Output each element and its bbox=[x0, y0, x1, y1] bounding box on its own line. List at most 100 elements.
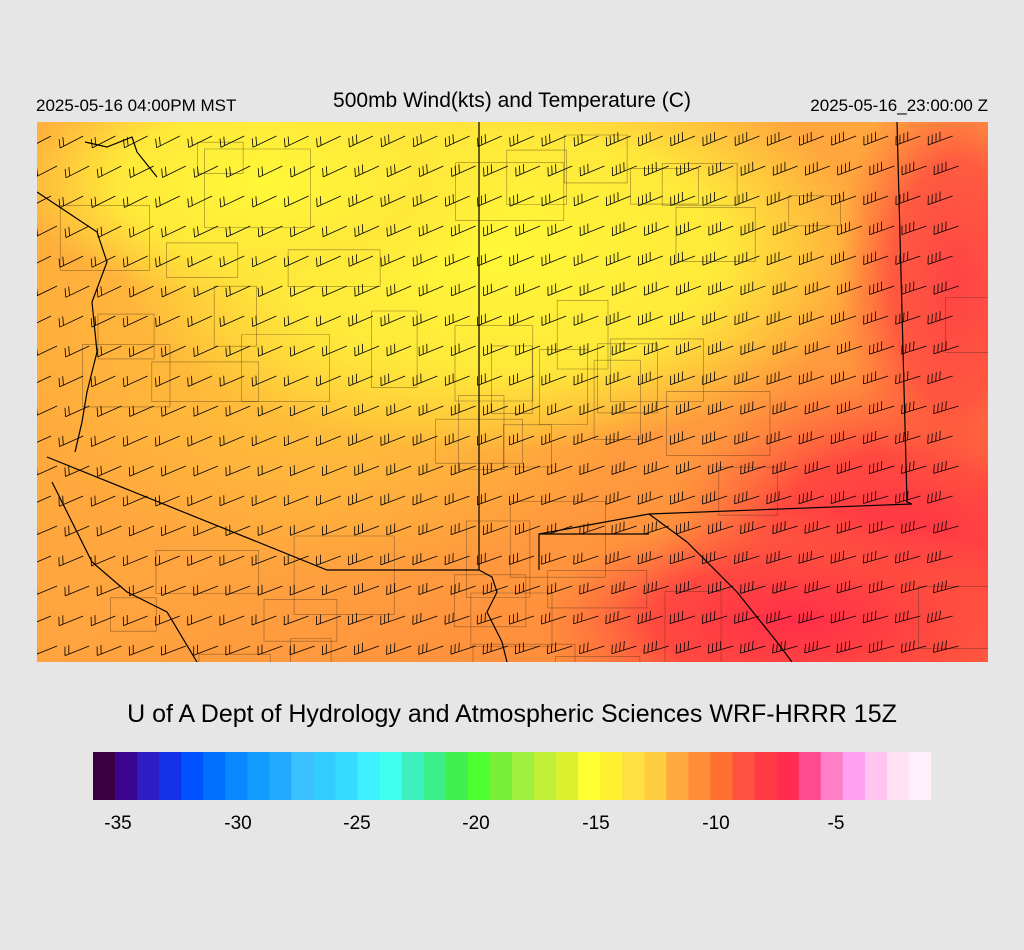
wind-barb bbox=[837, 221, 863, 236]
county-line bbox=[564, 134, 628, 184]
wind-barb bbox=[868, 520, 895, 534]
wind-barb bbox=[348, 493, 374, 506]
state-boundaries bbox=[37, 122, 913, 662]
county-line bbox=[241, 334, 330, 402]
wind-barb bbox=[477, 492, 502, 506]
wind-barb bbox=[354, 164, 380, 178]
wind-barb bbox=[37, 285, 58, 297]
wind-barb bbox=[740, 461, 766, 475]
wind-barb bbox=[798, 610, 824, 624]
county-line bbox=[204, 148, 311, 228]
wind-barb bbox=[380, 553, 406, 566]
wind-barb bbox=[90, 615, 116, 627]
wind-barb bbox=[772, 221, 798, 236]
wind-barb bbox=[836, 401, 863, 415]
wind-barb bbox=[450, 343, 476, 357]
wind-barb bbox=[515, 522, 541, 535]
wind-barb bbox=[257, 405, 283, 417]
wind-barb bbox=[868, 460, 895, 474]
wind-barb bbox=[676, 341, 702, 356]
colorbar-swatch bbox=[467, 752, 491, 800]
wind-barb bbox=[418, 523, 444, 536]
wind-barb bbox=[573, 133, 599, 147]
colorbar-swatch bbox=[181, 752, 204, 800]
wind-barb bbox=[96, 644, 122, 656]
wind-barb bbox=[444, 194, 470, 207]
wind-barb bbox=[386, 224, 412, 237]
wind-barb bbox=[831, 251, 857, 266]
colorbar-swatch bbox=[754, 752, 778, 800]
wind-barb bbox=[643, 581, 669, 595]
county-line bbox=[455, 162, 565, 221]
wind-barb bbox=[837, 161, 863, 176]
wind-barb bbox=[450, 403, 476, 416]
wind-barb bbox=[450, 582, 476, 595]
wind-barb bbox=[58, 195, 84, 209]
wind-barb bbox=[740, 161, 766, 176]
wind-barb bbox=[380, 493, 406, 506]
wind-barb bbox=[483, 223, 508, 237]
wind-barb bbox=[96, 165, 122, 179]
wind-barb bbox=[611, 521, 637, 535]
wind-barb bbox=[290, 165, 315, 178]
wind-barb bbox=[444, 433, 470, 446]
county-line bbox=[556, 300, 609, 370]
wind-barb bbox=[37, 585, 58, 595]
wind-barb bbox=[734, 131, 760, 146]
wind-barb bbox=[799, 191, 824, 206]
wind-barb bbox=[799, 131, 824, 146]
wind-barb bbox=[482, 642, 508, 655]
wind-barb bbox=[444, 612, 470, 625]
wind-barb bbox=[766, 131, 792, 146]
county-boundaries bbox=[59, 134, 988, 662]
wind-barb bbox=[386, 463, 412, 476]
wind-barb bbox=[90, 315, 116, 328]
colorbar-swatch bbox=[600, 752, 623, 800]
wind-barb bbox=[155, 614, 180, 626]
wind-barb bbox=[541, 612, 567, 625]
wind-barb bbox=[772, 461, 798, 475]
wind-barb bbox=[58, 135, 84, 149]
wind-barb bbox=[476, 612, 502, 625]
wind-barb bbox=[477, 313, 502, 327]
colorbar-swatch bbox=[776, 752, 800, 800]
wind-barb bbox=[348, 612, 374, 626]
wind-barb bbox=[862, 550, 889, 564]
wind-barb bbox=[901, 401, 927, 415]
wind-barb bbox=[702, 551, 728, 565]
colorbar-swatch bbox=[710, 752, 734, 800]
colorbar-swatch bbox=[291, 752, 315, 800]
wind-barb bbox=[386, 164, 412, 178]
colorbar-tick-label: -5 bbox=[827, 813, 845, 834]
wind-barb bbox=[573, 612, 599, 625]
wind-barb bbox=[573, 313, 599, 326]
wind-barb bbox=[573, 552, 599, 565]
wind-barb bbox=[386, 403, 412, 416]
wind-barb bbox=[482, 582, 508, 595]
wind-barb bbox=[676, 401, 702, 415]
wind-barb bbox=[37, 315, 52, 324]
wind-barb bbox=[257, 165, 283, 178]
wind-barb bbox=[251, 315, 277, 327]
colorbar-swatch bbox=[489, 752, 513, 800]
wind-barb bbox=[638, 311, 663, 326]
wind-barb bbox=[283, 494, 309, 506]
wind-barb bbox=[509, 373, 535, 386]
wind-barb bbox=[155, 435, 180, 447]
colorbar-swatch bbox=[357, 752, 381, 800]
wind-barb bbox=[830, 490, 857, 504]
wind-barb bbox=[251, 495, 277, 507]
colorbar-tick-label: -35 bbox=[104, 813, 132, 834]
wind-barb bbox=[605, 132, 631, 147]
wind-barb bbox=[477, 253, 502, 267]
wind-barb bbox=[251, 135, 277, 148]
wind-barb bbox=[322, 345, 347, 357]
wind-barb bbox=[412, 493, 438, 506]
wind-barb bbox=[702, 431, 728, 445]
county-line bbox=[290, 638, 332, 662]
wind-barb bbox=[766, 491, 792, 505]
wind-barb bbox=[58, 435, 84, 447]
wind-barb bbox=[804, 341, 830, 355]
wind-barb bbox=[836, 640, 863, 654]
wind-barb bbox=[354, 403, 380, 417]
